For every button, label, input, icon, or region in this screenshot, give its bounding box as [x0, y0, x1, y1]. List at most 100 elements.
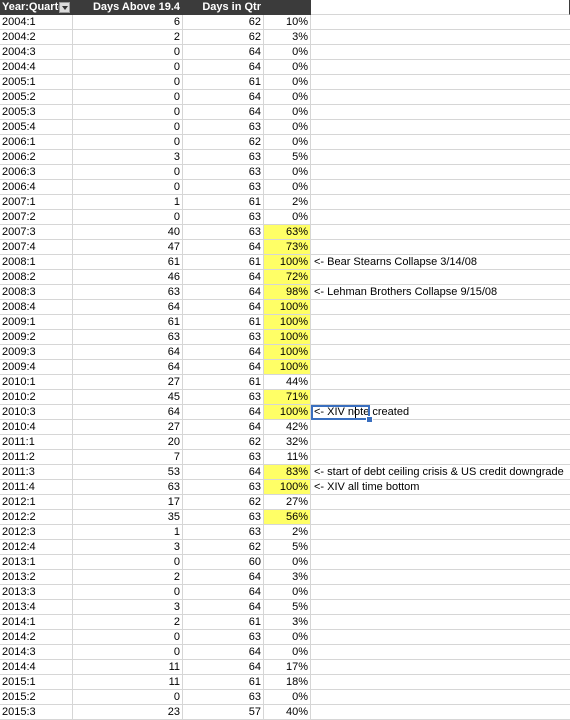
cell-days-in-qtr[interactable]: 64 — [183, 585, 264, 600]
cell-note[interactable]: <- XIV all time bottom — [311, 480, 570, 495]
cell-quarter[interactable]: 2014:3 — [0, 645, 73, 660]
cell-note[interactable] — [311, 555, 570, 570]
cell-days-above[interactable]: 11 — [73, 675, 183, 690]
cell-days-in-qtr[interactable]: 64 — [183, 405, 264, 420]
cell-percent[interactable]: 0% — [264, 135, 311, 150]
cell-days-in-qtr[interactable]: 64 — [183, 465, 264, 480]
cell-days-in-qtr[interactable]: 64 — [183, 300, 264, 315]
cell-percent[interactable]: 0% — [264, 690, 311, 705]
cell-days-above[interactable]: 61 — [73, 255, 183, 270]
header-cell-year-quarter[interactable]: Year:Quarter — [0, 0, 73, 15]
cell-note[interactable] — [311, 90, 570, 105]
cell-percent[interactable]: 40% — [264, 705, 311, 720]
cell-days-above[interactable]: 0 — [73, 555, 183, 570]
cell-quarter[interactable]: 2015:2 — [0, 690, 73, 705]
cell-days-in-qtr[interactable]: 61 — [183, 75, 264, 90]
cell-days-above[interactable]: 61 — [73, 315, 183, 330]
cell-days-above[interactable]: 0 — [73, 180, 183, 195]
cell-note[interactable] — [311, 150, 570, 165]
cell-note[interactable] — [311, 570, 570, 585]
cell-note[interactable] — [311, 390, 570, 405]
cell-days-in-qtr[interactable]: 63 — [183, 510, 264, 525]
cell-percent[interactable]: 5% — [264, 150, 311, 165]
cell-percent[interactable]: 83% — [264, 465, 311, 480]
cell-quarter[interactable]: 2011:4 — [0, 480, 73, 495]
cell-days-in-qtr[interactable]: 61 — [183, 315, 264, 330]
cell-percent[interactable]: 98% — [264, 285, 311, 300]
cell-note[interactable] — [311, 120, 570, 135]
cell-days-above[interactable]: 0 — [73, 90, 183, 105]
cell-quarter[interactable]: 2013:1 — [0, 555, 73, 570]
cell-quarter[interactable]: 2015:1 — [0, 675, 73, 690]
cell-days-in-qtr[interactable]: 64 — [183, 600, 264, 615]
cell-note[interactable] — [311, 510, 570, 525]
cell-quarter[interactable]: 2008:1 — [0, 255, 73, 270]
cell-days-above[interactable]: 6 — [73, 15, 183, 30]
cell-days-in-qtr[interactable]: 63 — [183, 210, 264, 225]
cell-days-above[interactable]: 47 — [73, 240, 183, 255]
cell-quarter[interactable]: 2012:2 — [0, 510, 73, 525]
header-cell-days-above[interactable]: Days Above 19.4 — [73, 0, 183, 15]
cell-days-in-qtr[interactable]: 60 — [183, 555, 264, 570]
cell-quarter[interactable]: 2008:3 — [0, 285, 73, 300]
cell-percent[interactable]: 0% — [264, 75, 311, 90]
cell-days-in-qtr[interactable]: 64 — [183, 645, 264, 660]
cell-percent[interactable]: 0% — [264, 45, 311, 60]
cell-days-above[interactable]: 45 — [73, 390, 183, 405]
cell-days-in-qtr[interactable]: 63 — [183, 150, 264, 165]
cell-percent[interactable]: 10% — [264, 15, 311, 30]
cell-percent[interactable]: 0% — [264, 585, 311, 600]
cell-quarter[interactable]: 2007:3 — [0, 225, 73, 240]
cell-percent[interactable]: 100% — [264, 360, 311, 375]
cell-days-above[interactable]: 1 — [73, 195, 183, 210]
cell-quarter[interactable]: 2014:4 — [0, 660, 73, 675]
cell-note[interactable] — [311, 660, 570, 675]
cell-days-above[interactable]: 64 — [73, 360, 183, 375]
cell-percent[interactable]: 73% — [264, 240, 311, 255]
cell-percent[interactable]: 3% — [264, 30, 311, 45]
cell-days-in-qtr[interactable]: 64 — [183, 285, 264, 300]
cell-percent[interactable]: 27% — [264, 495, 311, 510]
cell-note[interactable] — [311, 540, 570, 555]
cell-days-in-qtr[interactable]: 64 — [183, 420, 264, 435]
cell-quarter[interactable]: 2011:2 — [0, 450, 73, 465]
cell-percent[interactable]: 0% — [264, 555, 311, 570]
cell-days-in-qtr[interactable]: 64 — [183, 105, 264, 120]
cell-note[interactable] — [311, 195, 570, 210]
cell-quarter[interactable]: 2006:2 — [0, 150, 73, 165]
cell-quarter[interactable]: 2012:1 — [0, 495, 73, 510]
cell-quarter[interactable]: 2010:4 — [0, 420, 73, 435]
cell-days-in-qtr[interactable]: 64 — [183, 360, 264, 375]
cell-note[interactable] — [311, 690, 570, 705]
cell-days-in-qtr[interactable]: 63 — [183, 525, 264, 540]
cell-note[interactable] — [311, 180, 570, 195]
cell-percent[interactable]: 100% — [264, 345, 311, 360]
cell-days-in-qtr[interactable]: 61 — [183, 675, 264, 690]
cell-days-above[interactable]: 0 — [73, 630, 183, 645]
cell-percent[interactable]: 18% — [264, 675, 311, 690]
cell-quarter[interactable]: 2015:3 — [0, 705, 73, 720]
cell-days-above[interactable]: 63 — [73, 330, 183, 345]
cell-percent[interactable]: 2% — [264, 195, 311, 210]
cell-note[interactable] — [311, 450, 570, 465]
cell-note[interactable] — [311, 270, 570, 285]
cell-note[interactable] — [311, 165, 570, 180]
header-cell-notes[interactable] — [311, 0, 570, 15]
cell-note[interactable] — [311, 420, 570, 435]
cell-percent[interactable]: 0% — [264, 645, 311, 660]
cell-days-in-qtr[interactable]: 62 — [183, 30, 264, 45]
cell-quarter[interactable]: 2011:3 — [0, 465, 73, 480]
cell-days-in-qtr[interactable]: 61 — [183, 375, 264, 390]
cell-note[interactable] — [311, 135, 570, 150]
cell-note[interactable] — [311, 225, 570, 240]
cell-days-above[interactable]: 2 — [73, 570, 183, 585]
cell-note[interactable] — [311, 360, 570, 375]
cell-quarter[interactable]: 2009:1 — [0, 315, 73, 330]
cell-quarter[interactable]: 2008:4 — [0, 300, 73, 315]
cell-days-in-qtr[interactable]: 63 — [183, 390, 264, 405]
cell-days-above[interactable]: 20 — [73, 435, 183, 450]
cell-percent[interactable]: 5% — [264, 540, 311, 555]
cell-quarter[interactable]: 2014:1 — [0, 615, 73, 630]
cell-quarter[interactable]: 2007:4 — [0, 240, 73, 255]
cell-quarter[interactable]: 2004:1 — [0, 15, 73, 30]
